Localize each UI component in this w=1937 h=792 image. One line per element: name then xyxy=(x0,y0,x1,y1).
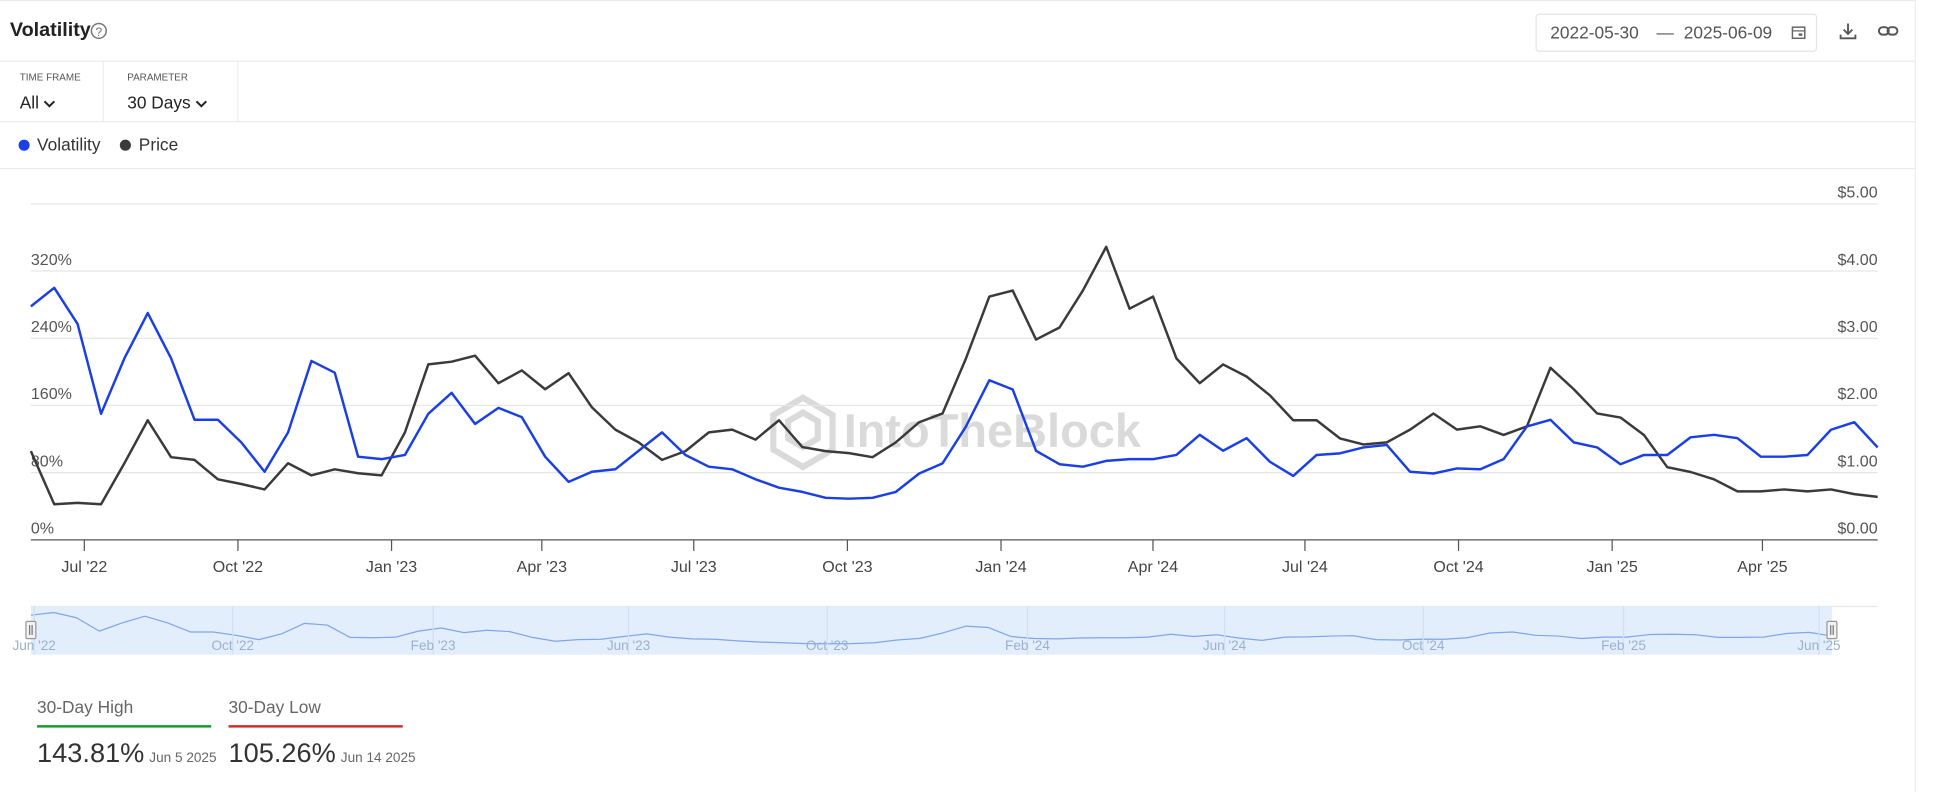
navigator-tick-label: Jun '23 xyxy=(607,638,650,653)
control-label: TIME FRAME xyxy=(19,71,81,83)
stat-date: Jun 14 2025 xyxy=(340,751,416,766)
chevron xyxy=(44,100,56,108)
navigator-tick-label: Oct '22 xyxy=(212,638,255,653)
divider xyxy=(0,60,1915,62)
x-tick-label: Oct '23 xyxy=(822,558,872,576)
navigator-tick-label: Feb '25 xyxy=(1601,638,1646,653)
chevron xyxy=(196,100,208,108)
date-range[interactable]: 2022-05-30 — 2025-06-09 xyxy=(1535,13,1818,52)
navigator-tick-label: Oct '24 xyxy=(1402,638,1445,653)
y2-tick-label: $5.00 xyxy=(1837,184,1877,202)
navigator-line xyxy=(30,611,1833,645)
stat-row: 143.81% Jun 5 2025 xyxy=(37,737,216,769)
x-tick-label: Oct '22 xyxy=(213,558,263,576)
control-value[interactable]: 30 Days xyxy=(127,92,208,113)
x-tick-label: Oct '24 xyxy=(1433,558,1483,576)
y2-tick-label: $3.00 xyxy=(1837,318,1877,336)
link-icon[interactable] xyxy=(1877,21,1900,41)
series-line xyxy=(29,245,1878,506)
watermark: IntoTheBlock xyxy=(770,394,1142,471)
navigator-tick-label: Jun '24 xyxy=(1203,638,1247,653)
y2-tick-label: $1.00 xyxy=(1837,452,1877,470)
legend-swatch xyxy=(18,138,30,151)
svg-text:?: ? xyxy=(95,25,102,39)
legend-item[interactable]: Price xyxy=(120,134,179,155)
y-tick-label: 0% xyxy=(31,520,54,538)
legend: Volatility Price xyxy=(18,134,179,155)
control-value-text: 30 Days xyxy=(127,92,191,113)
divider xyxy=(237,60,239,122)
stat-date: Jun 5 2025 xyxy=(149,751,217,766)
y2-tick-label: $4.00 xyxy=(1837,251,1877,269)
date-from: 2022-05-30 xyxy=(1550,22,1639,43)
calendar-icon xyxy=(1791,26,1806,40)
y-tick-label: 80% xyxy=(31,452,63,470)
legend-item[interactable]: Volatility xyxy=(18,134,101,155)
stat-value: 143.81% xyxy=(37,737,145,769)
y-tick-label: 160% xyxy=(31,385,72,403)
series-line xyxy=(30,286,1879,500)
x-tick-label: Jul '22 xyxy=(61,558,107,576)
stat-underline xyxy=(37,725,212,728)
date-to: 2025-06-09 xyxy=(1683,22,1773,43)
stat-label: 30-Day High xyxy=(37,696,134,717)
control-label: PARAMETER xyxy=(127,71,189,83)
navigator-tick-label: Jun '25 xyxy=(1797,638,1840,653)
help-icon[interactable]: ? xyxy=(90,22,107,40)
legend-label: Price xyxy=(138,134,179,155)
control-value-text: All xyxy=(19,92,39,113)
navigator-tick-label: Jun '22 xyxy=(12,638,55,653)
x-tick-label: Jan '25 xyxy=(1587,558,1638,576)
divider xyxy=(102,60,104,122)
x-tick-label: Jan '24 xyxy=(975,558,1026,576)
title: Volatility xyxy=(9,19,91,41)
navigator-handle[interactable] xyxy=(1826,620,1838,640)
y-tick-label: 320% xyxy=(31,251,72,269)
legend-label: Volatility xyxy=(37,134,101,155)
legend-swatch xyxy=(120,138,132,151)
navigator-tick-label: Feb '23 xyxy=(411,638,456,653)
x-tick-label: Jul '24 xyxy=(1282,558,1328,576)
navigator-handle[interactable] xyxy=(25,620,37,640)
panel-border xyxy=(0,0,1915,2)
stat-value: 105.26% xyxy=(228,737,336,769)
navigator-tick-label: Oct '23 xyxy=(806,638,849,653)
x-tick-label: Jul '23 xyxy=(671,558,717,576)
x-tick-label: Jan '23 xyxy=(366,558,417,576)
watermark-text: IntoTheBlock xyxy=(844,405,1142,457)
divider xyxy=(0,121,1915,123)
x-tick-label: Apr '25 xyxy=(1737,558,1787,576)
divider xyxy=(0,168,1915,170)
x-tick-label: Apr '23 xyxy=(517,558,567,576)
control-value[interactable]: All xyxy=(19,92,56,113)
download-icon[interactable] xyxy=(1838,21,1858,41)
y2-tick-label: $0.00 xyxy=(1837,520,1877,538)
stat-underline xyxy=(228,725,403,728)
navigator-window xyxy=(30,606,1832,655)
stat-row: 105.26% Jun 14 2025 xyxy=(229,737,416,769)
panel-border xyxy=(1914,0,1916,792)
y-tick-label: 240% xyxy=(31,318,72,336)
navigator-tick-label: Feb '24 xyxy=(1005,638,1050,653)
y2-tick-label: $2.00 xyxy=(1837,385,1877,403)
stat-label: 30-Day Low xyxy=(228,696,321,717)
x-tick-label: Apr '24 xyxy=(1128,558,1178,576)
date-sep: — xyxy=(1656,22,1674,43)
